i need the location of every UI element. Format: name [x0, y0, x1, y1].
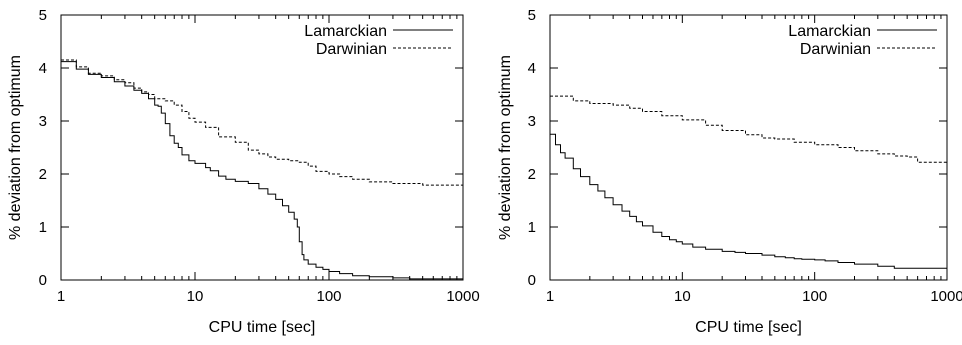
chart-2-y-tick-label: 5 — [528, 7, 536, 24]
chart-2-y-tick-label: 2 — [528, 166, 536, 183]
chart-2-x-tick-label: 1000 — [930, 288, 962, 305]
chart-2-x-axis-title: CPU time [sec] — [695, 319, 802, 336]
chart-1-y-tick-label: 4 — [39, 60, 47, 77]
chart-1-y-tick-label: 0 — [39, 272, 47, 289]
chart-1-frame — [60, 14, 464, 281]
chart-2-y-tick-label: 1 — [528, 219, 536, 236]
chart-1-y-tick-label: 5 — [39, 7, 47, 24]
chart-1-x-tick-label: 10 — [187, 288, 204, 305]
chart-2-series-lamarckian-line — [550, 133, 948, 269]
chart-2-x-tick-label: 10 — [674, 288, 691, 305]
chart-2-frame — [549, 14, 948, 281]
chart-1-y-axis-title: % deviation from optimum — [7, 55, 24, 240]
chart-1-x-tick-label: 1 — [57, 288, 65, 305]
chart-1-series-darwinian-line — [61, 59, 464, 186]
chart-2-y-tick-label: 4 — [528, 60, 536, 77]
chart-1-series-lamarckian-line — [61, 61, 464, 280]
chart-2-legend-label-lamarckian: Lamarckian — [788, 23, 871, 40]
chart-2-x-tick-label: 1 — [546, 288, 554, 305]
chart-2-series-darwinian-line — [550, 95, 947, 163]
chart-2-legend-label-darwinian: Darwinian — [800, 41, 871, 58]
chart-1-x-tick-label: 100 — [316, 288, 341, 305]
chart-2-y-axis-title: % deviation from optimum — [497, 55, 514, 240]
chart-1-y-tick-label: 2 — [39, 166, 47, 183]
chart-2-y-tick-label: 3 — [528, 113, 536, 130]
chart-2-x-tick-label: 100 — [802, 288, 827, 305]
chart-1-x-tick-label: 1000 — [446, 288, 479, 305]
chart-1-legend-label-darwinian: Darwinian — [316, 41, 387, 58]
chart-1-x-axis-title: CPU time [sec] — [209, 319, 316, 336]
chart-1-y-tick-label: 1 — [39, 219, 47, 236]
chart-1-legend-label-lamarckian: Lamarckian — [304, 23, 387, 40]
chart-2-y-tick-label: 0 — [528, 272, 536, 289]
chart-1-y-tick-label: 3 — [39, 113, 47, 130]
